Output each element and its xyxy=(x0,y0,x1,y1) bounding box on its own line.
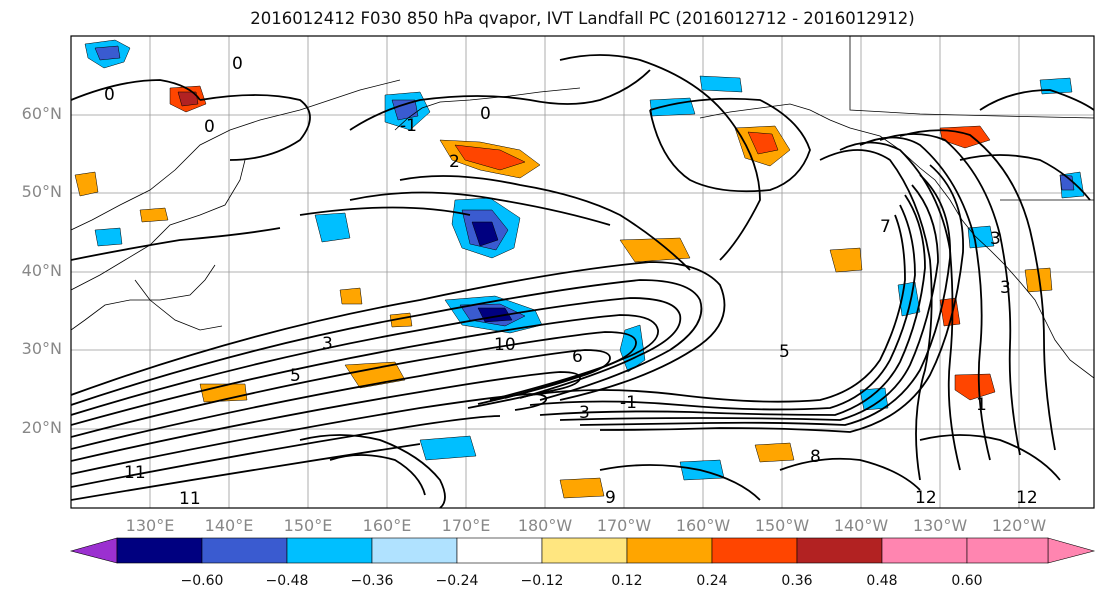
colorbar-segment xyxy=(371,537,458,564)
lon-label: 140°W xyxy=(833,516,889,535)
lon-label: 130°E xyxy=(125,516,175,535)
colorbar-segment xyxy=(966,537,1049,564)
colorbar-tick-label: −0.24 xyxy=(435,573,479,589)
contour-label: 3 xyxy=(1000,278,1011,298)
qvapor-shading xyxy=(74,39,1085,499)
contour-label: 5 xyxy=(290,366,301,386)
lon-label: 120°W xyxy=(991,516,1047,535)
ivt-contours xyxy=(71,54,1094,508)
contour-label: 0 xyxy=(232,54,243,74)
lat-label: 20°N xyxy=(21,418,62,437)
lon-label: 160°E xyxy=(362,516,412,535)
map-frame xyxy=(70,35,1095,509)
colorbar-tick-label: −0.12 xyxy=(520,573,564,589)
colorbar-segment xyxy=(711,537,798,564)
contour-label: -1 xyxy=(620,393,637,413)
lon-label: 170°E xyxy=(441,516,491,535)
colorbar xyxy=(69,537,1096,564)
lon-label: 170°W xyxy=(596,516,652,535)
contour-label: 9 xyxy=(605,488,616,508)
colorbar-extend-low xyxy=(69,537,118,564)
colorbar-segment xyxy=(116,537,203,564)
colorbar-segment xyxy=(626,537,713,564)
contour-label: 12 xyxy=(915,488,937,508)
colorbar-segment xyxy=(881,537,968,564)
lat-label: 30°N xyxy=(21,339,62,358)
contour-label: 0 xyxy=(104,85,115,105)
lon-label: 140°E xyxy=(204,516,254,535)
contour-label: 2 xyxy=(449,152,460,172)
colorbar-tick-label: 0.60 xyxy=(951,573,983,589)
contour-label: 0 xyxy=(204,117,215,137)
contour-label: 3 xyxy=(322,334,333,354)
contour-label: 7 xyxy=(880,217,891,237)
contour-label: 11 xyxy=(124,463,146,483)
colorbar-segment xyxy=(201,537,288,564)
colorbar-segment xyxy=(456,537,543,564)
contour-label: 3 xyxy=(990,229,1001,249)
lon-label: 150°W xyxy=(754,516,810,535)
contour-label: 0 xyxy=(480,104,491,124)
colorbar-segment xyxy=(541,537,628,564)
contour-label: 5 xyxy=(779,342,790,362)
lon-label: 150°E xyxy=(283,516,333,535)
colorbar-tick-label: −0.36 xyxy=(350,573,394,589)
map-title: 2016012412 F030 850 hPa qvapor, IVT Land… xyxy=(250,9,915,28)
colorbar-tick-label: 0.36 xyxy=(781,573,813,589)
contour-label: -1 xyxy=(400,116,417,136)
coastlines xyxy=(71,36,1094,379)
contour-label: 3 xyxy=(579,403,590,423)
lat-label: 40°N xyxy=(21,261,62,280)
colorbar-tick-label: −0.48 xyxy=(265,573,309,589)
contour-labels: 0 0 0 0 2 -1 3 5 10 5 6 3 11 11 3 -1 7 3… xyxy=(104,54,1038,509)
lon-label: 160°W xyxy=(675,516,731,535)
map-panel: 0 0 0 0 2 -1 3 5 10 5 6 3 11 11 3 -1 7 3… xyxy=(71,36,1094,509)
colorbar-tick-label: −0.60 xyxy=(180,573,224,589)
contour-label: 6 xyxy=(572,347,583,367)
contour-label: 12 xyxy=(1016,488,1038,508)
lat-label: 50°N xyxy=(21,182,62,201)
contour-label: 11 xyxy=(179,489,201,509)
lat-label: 60°N xyxy=(21,104,62,123)
colorbar-tick-label: 0.12 xyxy=(611,573,643,589)
colorbar-extend-high xyxy=(1047,537,1096,564)
colorbar-segment xyxy=(796,537,883,564)
colorbar-segment xyxy=(286,537,373,564)
lon-label: 130°W xyxy=(912,516,968,535)
lon-label: 180°W xyxy=(517,516,573,535)
contour-label: 1 xyxy=(976,395,987,415)
colorbar-tick-label: 0.48 xyxy=(866,573,898,589)
contour-label: 10 xyxy=(494,335,516,355)
colorbar-tick-label: 0.24 xyxy=(696,573,728,589)
contour-label: 8 xyxy=(810,447,821,467)
